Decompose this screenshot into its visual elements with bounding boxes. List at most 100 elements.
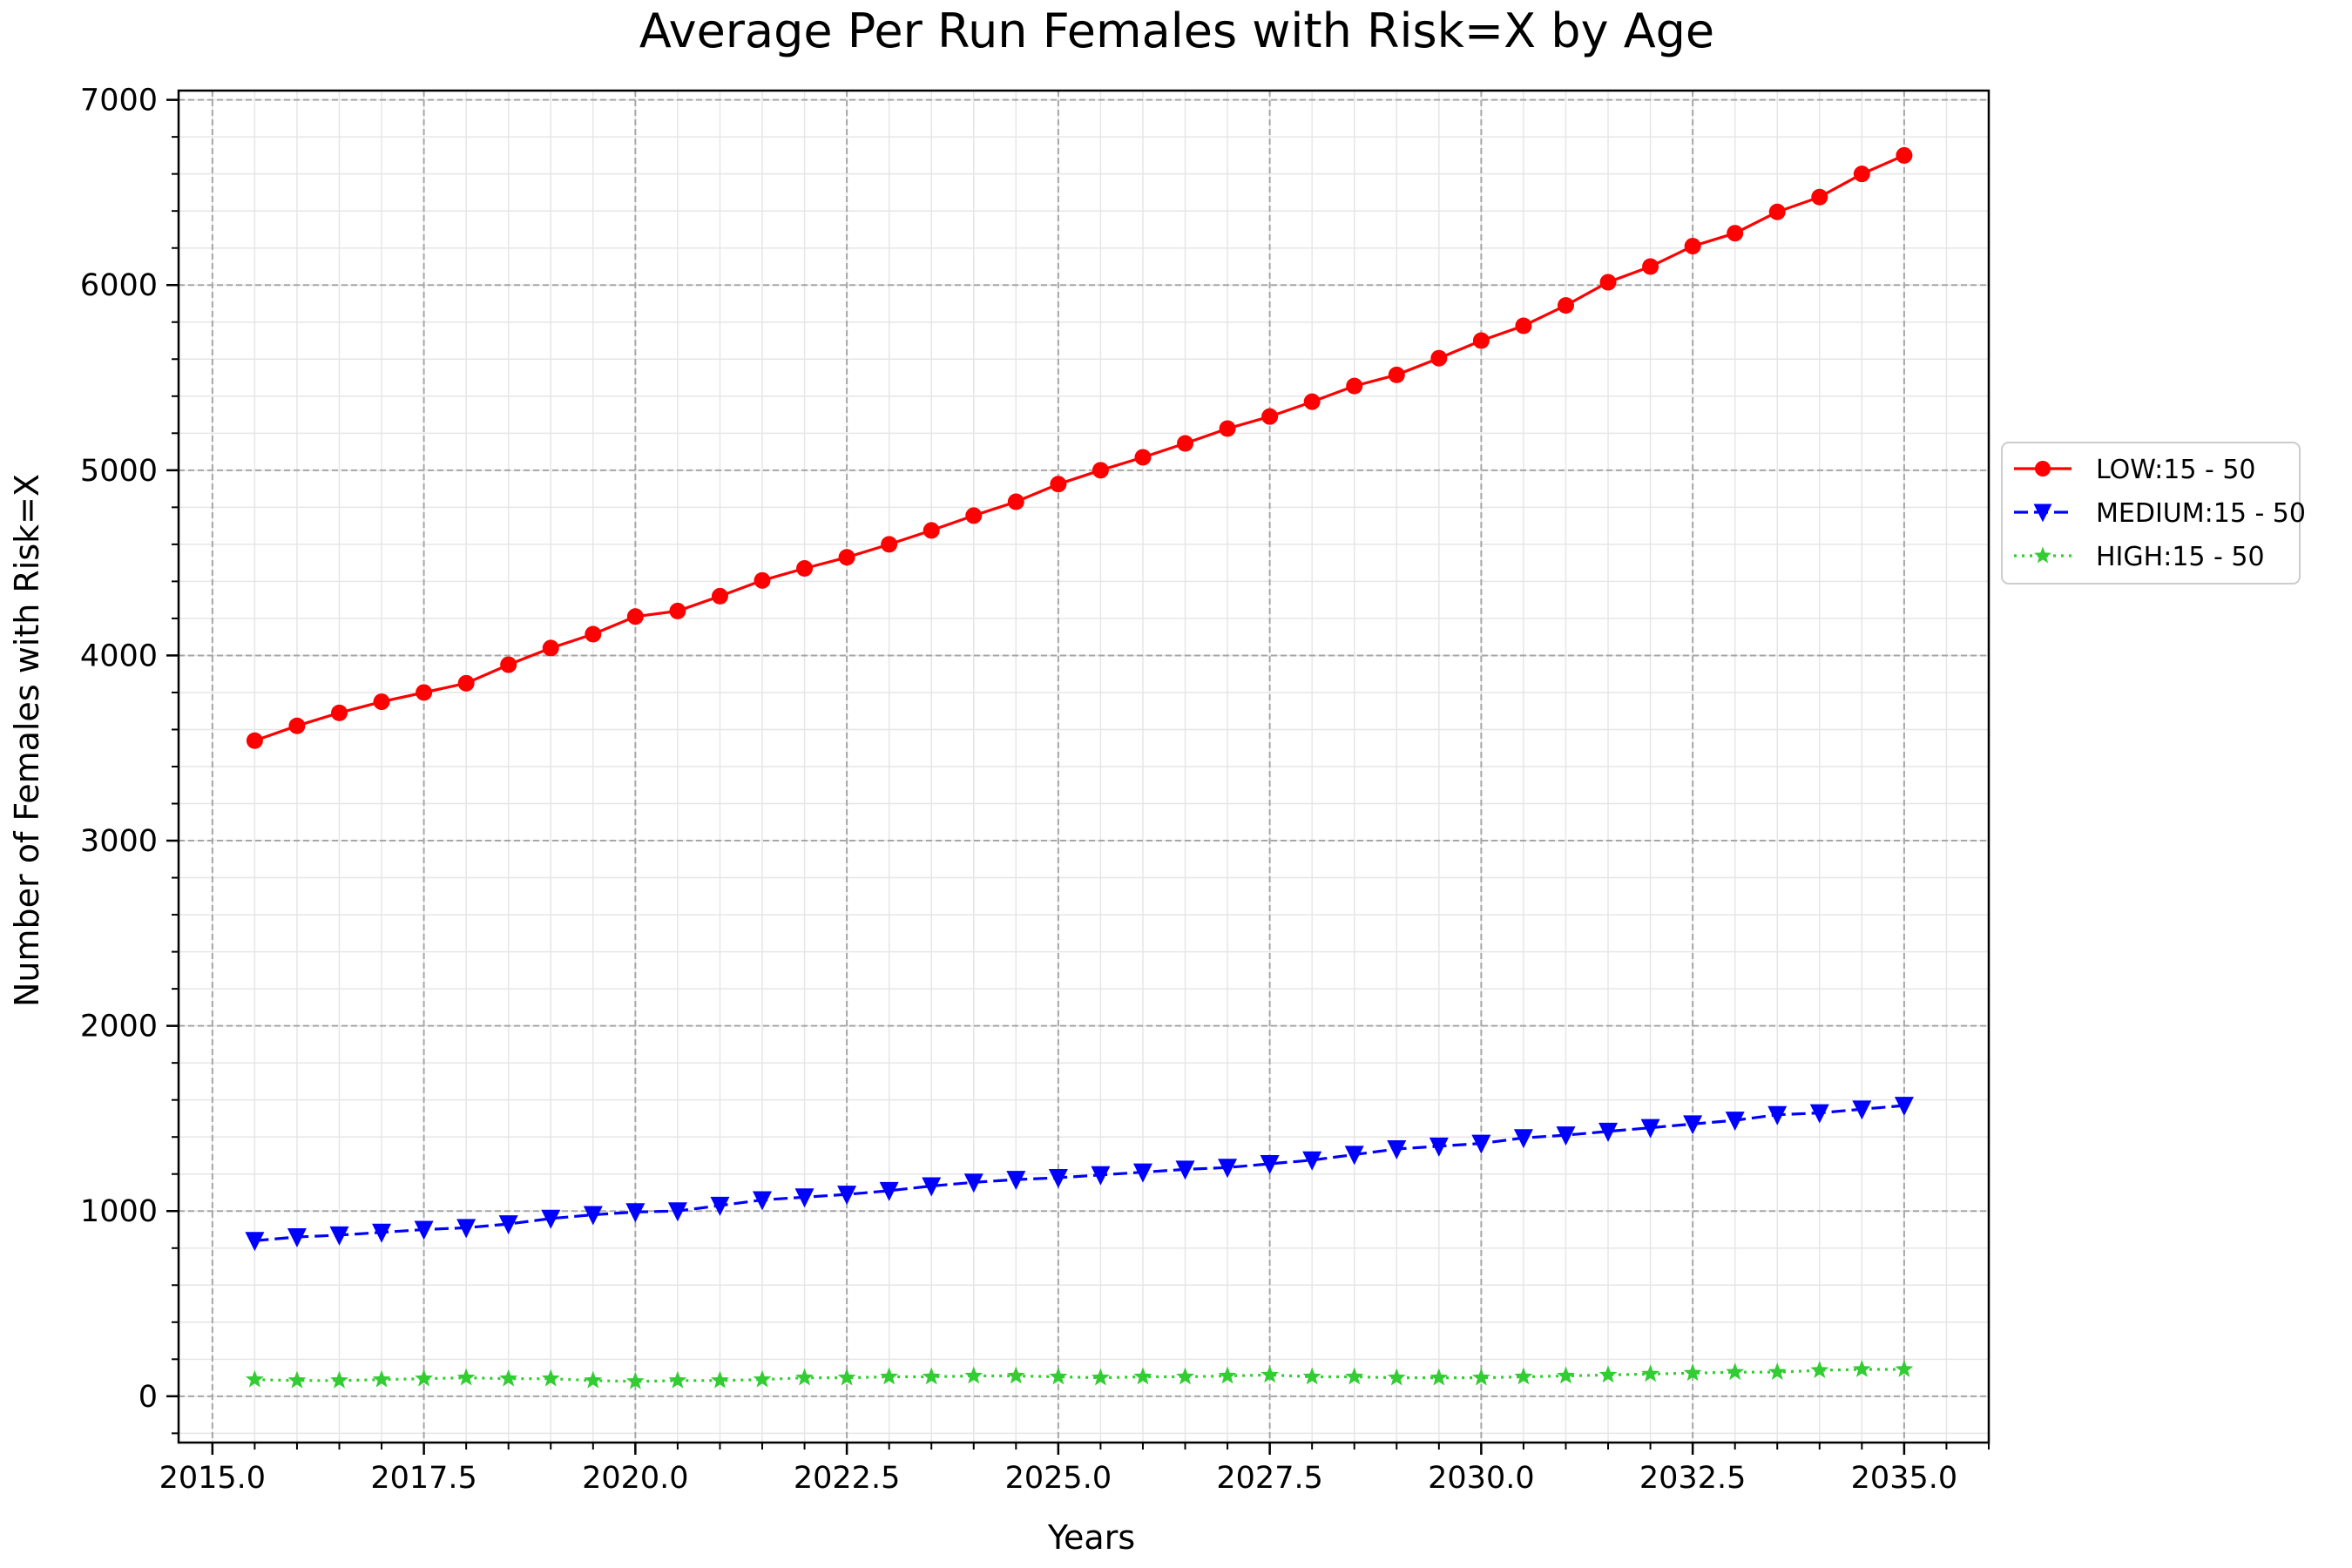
data-point <box>1430 349 1448 367</box>
data-point <box>795 1368 814 1386</box>
y-tick-label: 6000 <box>80 268 158 303</box>
data-point <box>1092 462 1109 479</box>
data-point <box>1514 1367 1533 1385</box>
data-point <box>1557 297 1574 314</box>
data-point <box>794 1188 814 1208</box>
data-point <box>1556 1126 1576 1146</box>
data-point <box>372 1223 392 1243</box>
y-axis-label: Number of Females with Risk=X <box>8 474 46 1007</box>
y-tick-label: 5000 <box>80 454 158 489</box>
data-point <box>1684 238 1701 255</box>
data-point <box>1767 1362 1787 1381</box>
data-point <box>1006 1366 1025 1384</box>
data-point <box>1303 393 1321 410</box>
data-point <box>1513 1129 1533 1149</box>
data-point <box>837 1186 857 1206</box>
data-point <box>1598 1365 1618 1383</box>
data-point <box>879 1181 899 1201</box>
legend-marker <box>2033 504 2052 523</box>
y-tick-label: 1000 <box>80 1194 158 1229</box>
data-point <box>288 717 306 734</box>
data-point <box>1809 1104 1829 1124</box>
data-point <box>710 1196 730 1216</box>
legend-label: HIGH:15 - 50 <box>2096 542 2265 572</box>
x-axis: 2015.0 2017.5 2020.0 2022.5 2025.0 2027.5 2030… <box>159 1443 1990 1496</box>
series-1 <box>246 146 1913 749</box>
data-point <box>456 1219 476 1239</box>
data-point <box>711 587 728 605</box>
data-point <box>667 1202 687 1222</box>
series-line <box>253 153 1905 742</box>
y-tick-label: 4000 <box>80 639 158 673</box>
data-point <box>500 656 517 673</box>
legend-label: LOW:15 - 50 <box>2096 455 2256 485</box>
data-point <box>245 1369 264 1388</box>
data-point <box>1894 1097 1914 1117</box>
data-point <box>1388 366 1405 383</box>
data-point <box>965 507 983 524</box>
data-point <box>585 625 602 643</box>
data-point <box>1896 146 1913 164</box>
data-point <box>1472 332 1490 349</box>
data-point <box>416 684 433 701</box>
data-point <box>838 549 855 566</box>
data-point <box>753 1191 773 1211</box>
x-tick-label: 2027.5 <box>1216 1461 1322 1496</box>
data-point <box>541 1209 561 1229</box>
data-point <box>373 693 390 711</box>
y-tick-label: 3000 <box>80 824 158 859</box>
y-tick-label: 0 <box>139 1380 158 1415</box>
data-point <box>1727 225 1744 242</box>
data-point <box>837 1368 856 1386</box>
data-point <box>1852 1360 1871 1377</box>
x-tick-label: 2035.0 <box>1851 1461 1957 1496</box>
y-axis: 0 1000 2000 3000 4000 5000 6000 7000 <box>80 84 179 1435</box>
data-point <box>964 1366 983 1384</box>
data-point <box>1853 166 1870 183</box>
x-tick-label: 2025.0 <box>1005 1461 1112 1496</box>
data-point <box>880 1367 899 1385</box>
data-point <box>584 1370 603 1389</box>
series-line <box>254 1104 1905 1242</box>
data-point <box>498 1215 518 1235</box>
series-line <box>254 1368 1904 1383</box>
legend-label: MEDIUM:15 - 50 <box>2096 498 2306 529</box>
data-point <box>245 1232 265 1252</box>
x-axis-label: Years <box>1047 1518 1135 1557</box>
data-point <box>1092 1368 1110 1386</box>
data-point <box>669 602 686 619</box>
data-point <box>1811 188 1828 206</box>
data-point <box>1515 317 1532 335</box>
data-point <box>372 1369 391 1388</box>
data-point <box>1895 1360 1914 1377</box>
y-tick-label: 2000 <box>80 1010 158 1044</box>
data-point <box>1344 1146 1364 1166</box>
data-point <box>456 1368 476 1386</box>
minor-grid <box>179 91 1990 1443</box>
data-point <box>1345 1367 1364 1385</box>
data-point <box>1640 1119 1660 1139</box>
x-tick-label: 2032.5 <box>1639 1461 1746 1496</box>
y-tick-label: 7000 <box>80 84 158 118</box>
data-point <box>1175 1160 1195 1180</box>
data-point <box>499 1369 518 1387</box>
data-point <box>1302 1367 1321 1385</box>
x-tick-label: 2020.0 <box>582 1461 688 1496</box>
data-point <box>923 522 940 539</box>
data-point <box>1641 1364 1660 1382</box>
data-point <box>963 1173 983 1193</box>
data-point <box>1176 1367 1194 1385</box>
data-point <box>1767 1105 1788 1125</box>
x-tick-label: 2017.5 <box>370 1461 476 1496</box>
data-point <box>1683 1363 1702 1382</box>
data-point <box>1134 449 1152 466</box>
data-point <box>1048 1168 1068 1188</box>
data-point <box>626 608 644 625</box>
data-point <box>1387 1368 1406 1386</box>
data-point <box>754 571 771 589</box>
data-point <box>329 1226 349 1246</box>
chart-title: Average Per Run Females with Risk=X by A… <box>639 3 1714 58</box>
data-point <box>583 1206 603 1226</box>
data-point <box>1429 1137 1449 1157</box>
series-3 <box>245 1360 1914 1389</box>
